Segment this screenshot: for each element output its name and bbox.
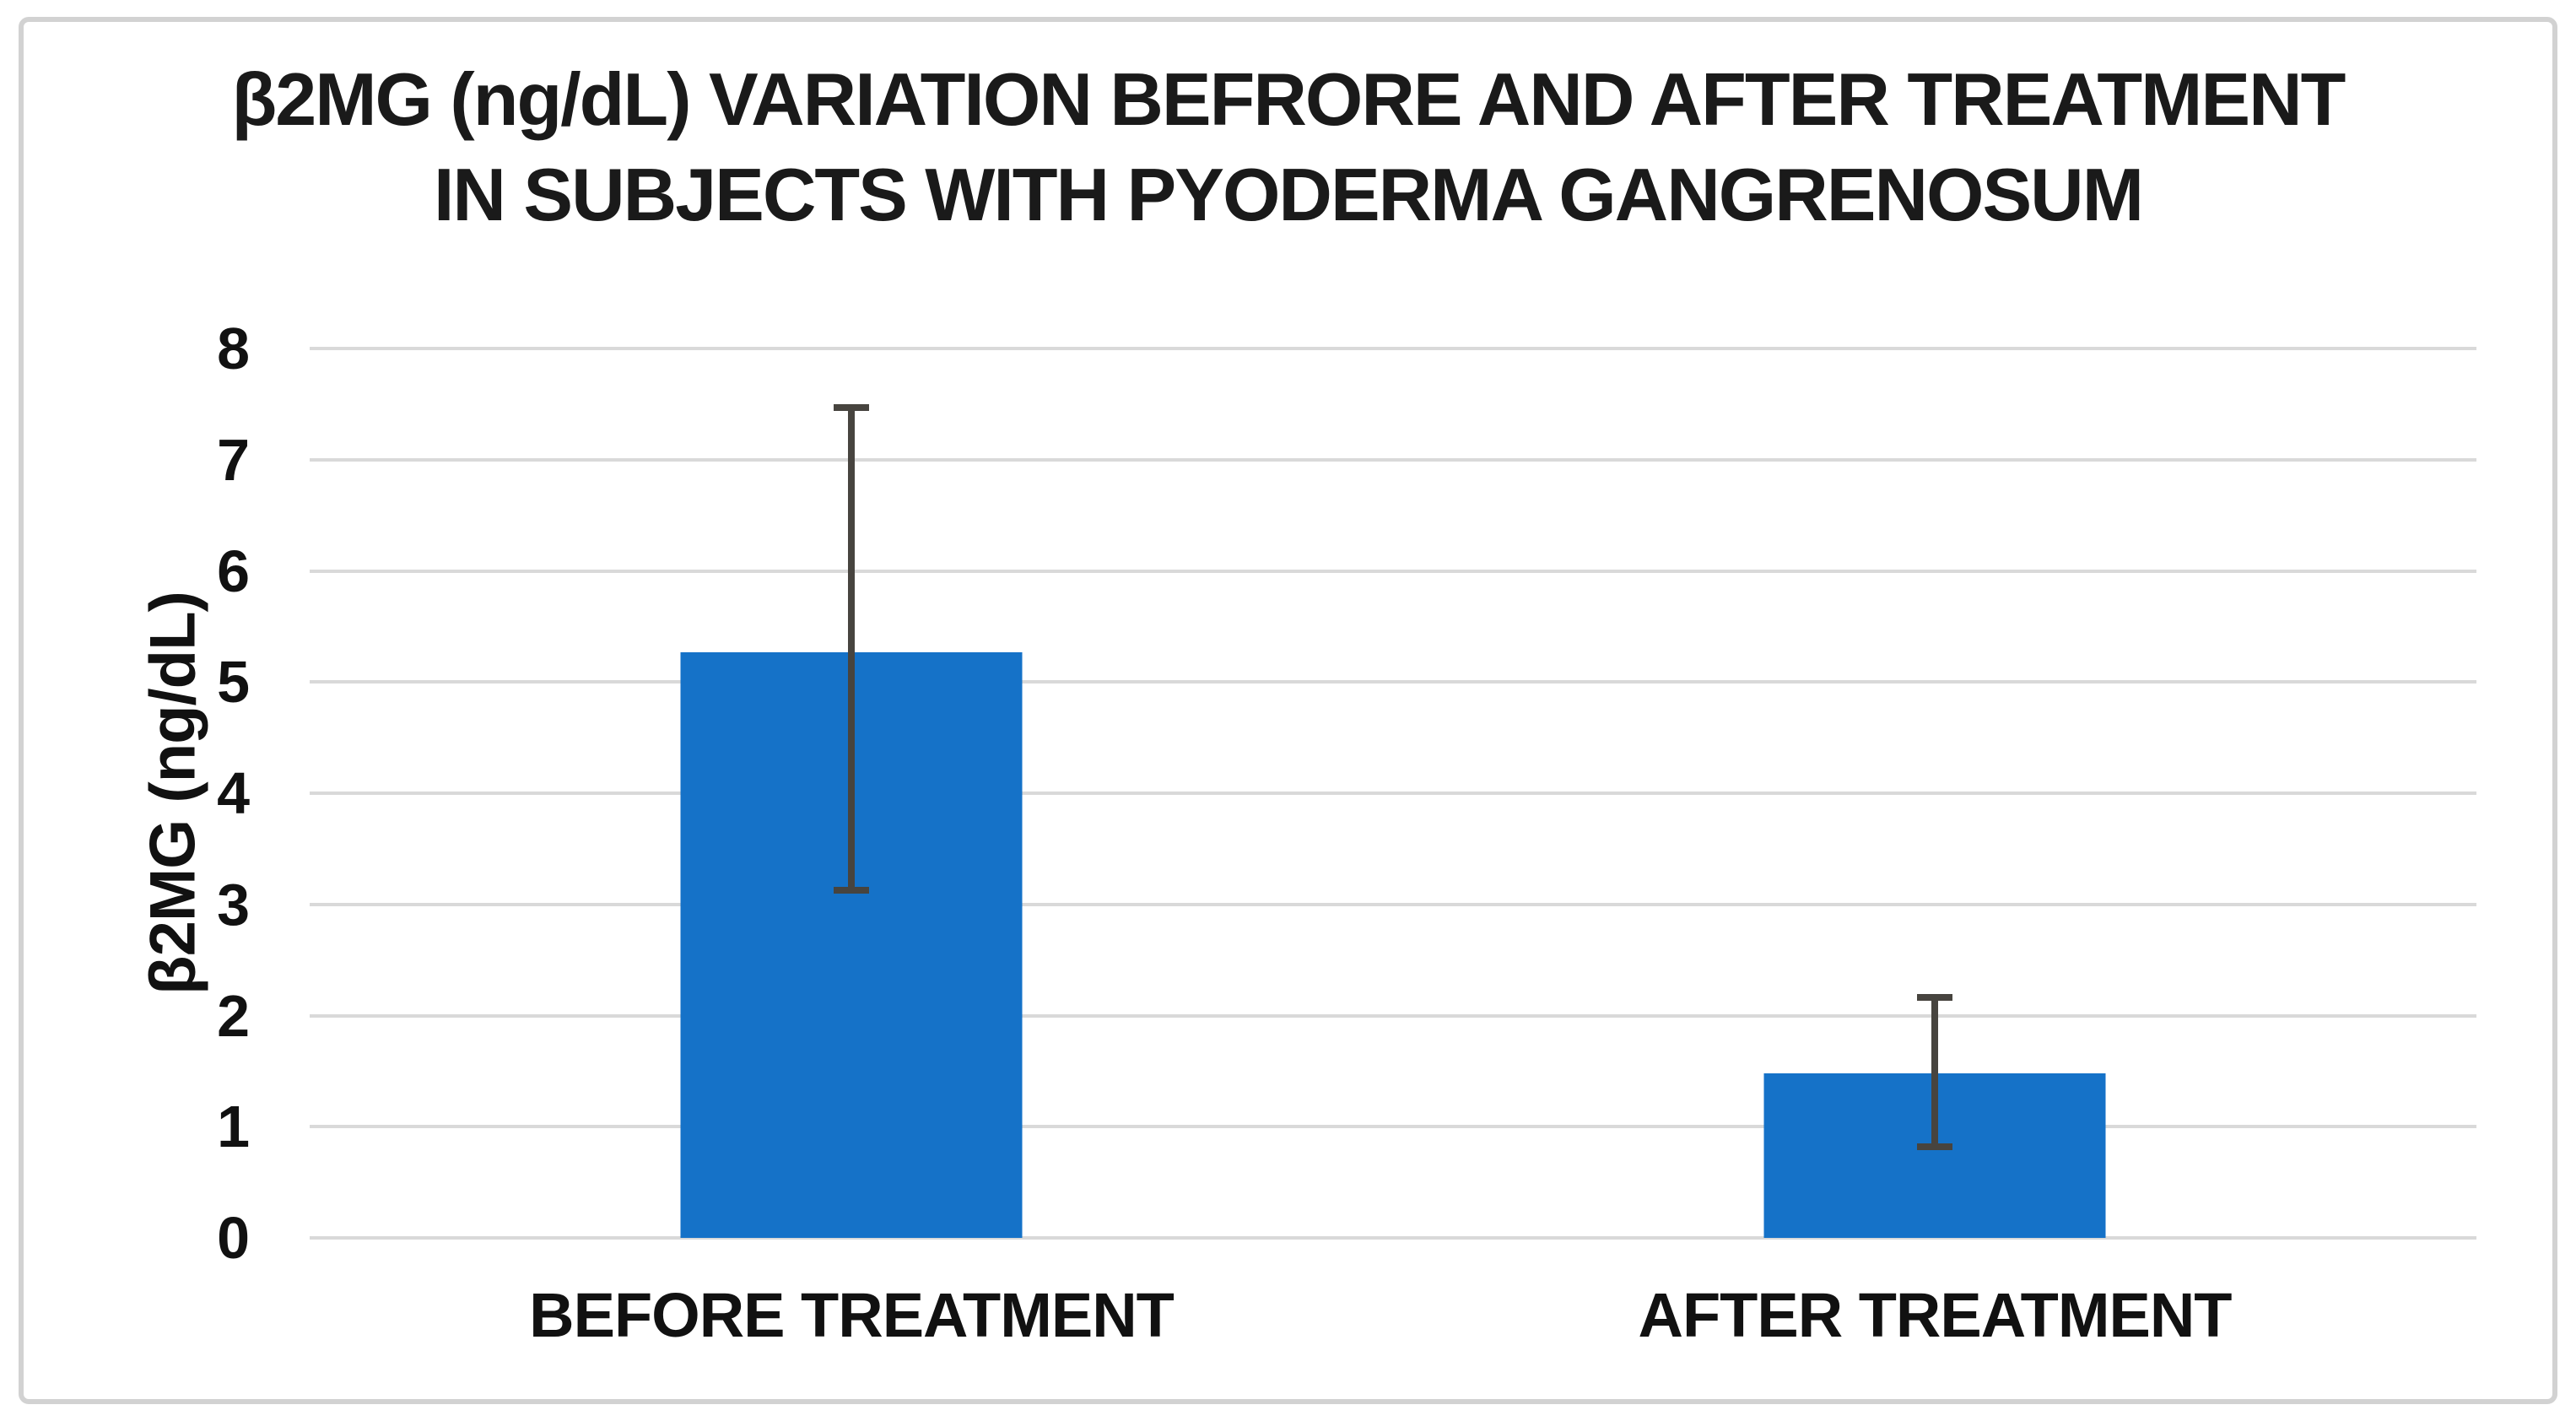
gridline-y5	[310, 680, 2476, 684]
error-bar-cap-top	[834, 403, 869, 411]
chart-frame	[19, 17, 2557, 1404]
gridline-y4	[310, 792, 2476, 795]
y-tick-label-0: 0	[217, 1205, 250, 1271]
y-tick-label-4: 4	[217, 760, 250, 826]
y-tick-label-2: 2	[217, 982, 250, 1049]
x-axis-labels: BEFORE TREATMENT AFTER TREATMENT	[310, 1279, 2476, 1372]
error-bar-cap-bottom	[834, 886, 869, 894]
error-bar-cap-bottom	[1917, 1143, 1952, 1150]
y-tick-label-1: 1	[217, 1094, 250, 1160]
y-tick-label-5: 5	[217, 649, 250, 716]
category-label-after-treatment: AFTER TREATMENT	[1638, 1280, 2233, 1350]
gridline-y8	[310, 347, 2476, 350]
error-bar-cap-top	[1917, 994, 1952, 1002]
y-tick-label-8: 8	[217, 316, 250, 381]
y-tick-label-3: 3	[217, 871, 250, 937]
gridline-y0	[310, 1236, 2476, 1240]
y-tick-label-7: 7	[217, 426, 250, 493]
chart-title-line-2: IN SUBJECTS WITH PYODERMA GANGRENOSUM	[433, 152, 2144, 236]
gridline-y7	[310, 457, 2476, 462]
gridline-y3	[310, 902, 2476, 906]
gridline-y1	[310, 1125, 2476, 1129]
y-tick-label-6: 6	[217, 538, 250, 604]
plot-area	[310, 347, 2476, 1240]
error-bar-before-treatment	[834, 403, 869, 894]
chart-title-line-1: β2MG (ng/dL) VARIATION BEFRORE AND AFTER…	[231, 57, 2346, 141]
category-label-before-treatment: BEFORE TREATMENT	[529, 1280, 1175, 1350]
gridline-y6	[310, 569, 2476, 573]
chart-title: β2MG (ng/dL) VARIATION BEFRORE AND AFTER…	[0, 52, 2576, 242]
gridline-y2	[310, 1013, 2476, 1018]
error-bar-after-treatment	[1917, 994, 1952, 1150]
